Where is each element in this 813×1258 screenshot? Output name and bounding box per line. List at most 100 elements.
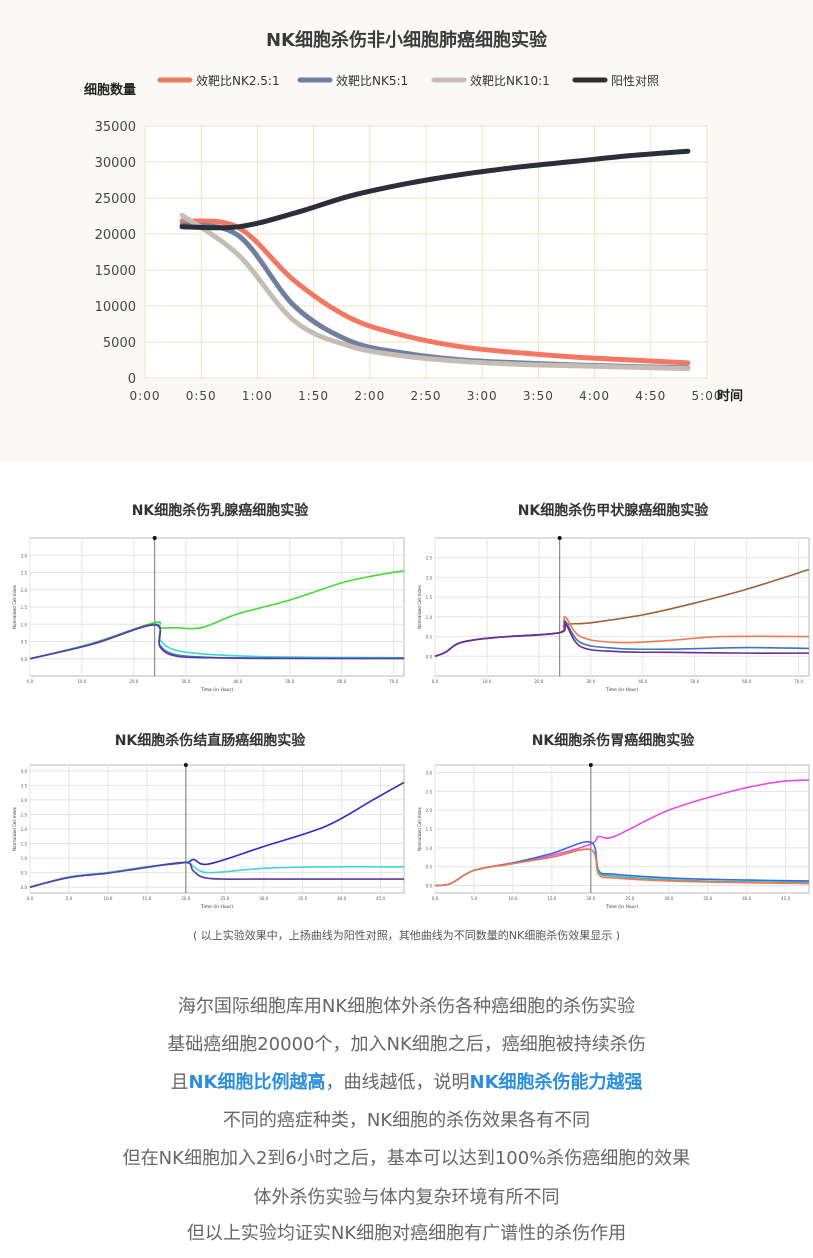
y-tick-label: 10000 (95, 300, 136, 315)
conclusion-paragraph: 体外杀伤实验与体内复杂环境有所不同 但以上实验均证实NK细胞对癌细胞有广谱性的杀… (0, 1180, 813, 1252)
desc-highlight-1: NK细胞比例越高 (188, 1072, 326, 1093)
y-tick-label: 0.5 (426, 865, 433, 870)
y-axis-label: 细胞数量 (84, 82, 136, 98)
y-tick-label: 2.0 (21, 827, 28, 832)
y-tick-label: 15000 (95, 264, 136, 279)
desc-line-3-c: ，曲线越低，说明 (325, 1072, 470, 1093)
x-tick-label: 50.0 (690, 679, 699, 684)
marker-dot (183, 763, 188, 767)
desc-highlight-2: NK细胞杀伤能力越强 (469, 1072, 643, 1093)
series-line (29, 861, 404, 888)
y-tick-label: 2.0 (426, 575, 433, 580)
x-tick-label: 4:00 (579, 389, 610, 403)
x-tick-label: 10.0 (103, 896, 112, 901)
colorectal-chart-title: NK细胞杀伤结直肠癌细胞实验 (114, 733, 306, 749)
series-line (179, 218, 691, 366)
desc-line-5: 但在NK细胞加入2到6小时之后，基本可以达到100%杀伤癌细胞的效果 (122, 1148, 691, 1169)
y-axis-label: Normalized Cell Index (417, 585, 422, 629)
x-tick-label: 30.0 (259, 896, 268, 901)
y-tick-label: 20000 (95, 228, 136, 243)
x-tick-label: 0.0 (432, 896, 439, 901)
x-tick-label: 35.0 (703, 896, 712, 901)
x-tick-label: 30.0 (181, 679, 190, 684)
x-tick-label: 20.0 (586, 896, 595, 901)
plot-area (434, 537, 810, 677)
y-tick-label: 0.5 (21, 871, 28, 876)
x-tick-label: 15.0 (547, 896, 556, 901)
description-paragraph: 海尔国际细胞库用NK细胞体外杀伤各种癌细胞的杀伤实验 基础癌细胞20000个，加… (0, 988, 813, 1178)
x-tick-label: 25.0 (220, 896, 229, 901)
x-axis-label: Time (in Hour) (200, 904, 234, 910)
y-tick-label: 3.5 (21, 783, 28, 788)
x-tick-label: 10.0 (77, 679, 86, 684)
x-tick-label: 30.0 (664, 896, 673, 901)
desc-line-2: 基础癌细胞20000个，加入NK细胞之后，癌细胞被持续杀伤 (167, 1034, 646, 1055)
x-tick-label: 40.0 (337, 896, 346, 901)
x-tick-label: 1:00 (242, 389, 273, 403)
thyroid-chart-title: NK细胞杀伤甲状腺癌细胞实验 (517, 503, 709, 519)
desc-line-7: 但以上实验均证实NK细胞对癌细胞有广谱性的杀伤作用 (186, 1223, 627, 1244)
main-chart-panel: NK细胞杀伤非小细胞肺癌细胞实验 0 5000 10000 15000 20000 250… (0, 0, 813, 462)
x-tick-label: 60.0 (337, 679, 346, 684)
desc-line-1: 海尔国际细胞库用NK细胞体外杀伤各种癌细胞的杀伤实验 (177, 996, 636, 1017)
y-tick-label: 1.5 (426, 827, 433, 832)
y-tick-label: 1.5 (21, 605, 28, 610)
marker-dot (588, 763, 593, 767)
x-tick-label: 2:50 (411, 389, 442, 403)
y-axis-label: Normalized Cell Index (12, 585, 17, 629)
x-tick-label: 5:00 (692, 389, 723, 403)
y-tick-label: 2.5 (21, 812, 28, 817)
x-tick-label: 40.0 (638, 679, 647, 684)
y-tick-label: 1.0 (21, 856, 28, 861)
x-tick-label: 10.0 (508, 896, 517, 901)
thyroid-chart: 0.0 0.5 1.0 1.5 2.0 2.5 0.0 10.0 20.0 30.0 40.0 50.… (417, 536, 810, 693)
x-tick-label: 70.0 (389, 679, 398, 684)
x-tick-label: 2:00 (354, 389, 385, 403)
y-tick-label: 2.0 (426, 808, 433, 813)
x-tick-label: 20.0 (534, 679, 543, 684)
gastric-chart: 0.0 0.5 1.0 1.5 2.0 2.5 3.0 0.0 5.0 10.0 15.0 20.0 2… (417, 763, 810, 910)
y-tick-label: 3.0 (21, 553, 28, 558)
x-tick-label: 5.0 (471, 896, 478, 901)
series-line (29, 624, 404, 660)
legend-label: 效靶比NK10:1 (470, 73, 550, 88)
desc-line-4: 不同的癌症种类，NK细胞的杀伤效果各有不同 (222, 1110, 591, 1131)
series-line (179, 148, 691, 231)
x-tick-label: 20.0 (129, 679, 138, 684)
x-tick-label: 70.0 (794, 679, 803, 684)
x-axis-label: Time (in Hour) (200, 687, 234, 693)
series-line (434, 621, 810, 658)
x-tick-label: 3:50 (523, 389, 554, 403)
x-tick-label: 20.0 (181, 896, 190, 901)
x-tick-label: 1:50 (298, 389, 329, 403)
x-tick-label: 45.0 (781, 896, 790, 901)
x-tick-label: 0.0 (27, 896, 34, 901)
y-tick-label: 0.0 (426, 883, 433, 888)
x-tick-label: 3:00 (467, 389, 498, 403)
x-tick-label: 10.0 (482, 679, 491, 684)
main-chart-title: NK细胞杀伤非小细胞肺癌细胞实验 (265, 30, 547, 51)
y-tick-label: 4.0 (21, 769, 28, 774)
y-tick-label: 25000 (95, 192, 136, 207)
x-axis-label: Time (in Hour) (605, 904, 639, 910)
y-tick-label: 0 (128, 372, 136, 387)
x-tick-label: 15.0 (142, 896, 151, 901)
marker-dot (152, 536, 157, 540)
y-tick-label: 2.0 (21, 588, 28, 593)
x-tick-label: 4:50 (635, 389, 666, 403)
colorectal-chart: 0.0 0.5 1.0 1.5 2.0 2.5 3.0 3.5 4.0 0.0 5.0 10.0 15.… (12, 763, 405, 910)
desc-line-3-a: 且 (170, 1072, 189, 1093)
x-tick-label: 30.0 (586, 679, 595, 684)
y-tick-label: 1.0 (21, 622, 28, 627)
x-axis-label: Time (in Hour) (605, 687, 639, 693)
x-tick-label: 0:00 (130, 389, 161, 403)
x-axis-label: 时间 (717, 388, 743, 404)
x-tick-label: 35.0 (298, 896, 307, 901)
x-tick-label: 60.0 (742, 679, 751, 684)
x-tick-label: 25.0 (625, 896, 634, 901)
y-axis-label: Normalized Cell Index (417, 807, 422, 851)
breast-chart-title: NK细胞杀伤乳腺癌细胞实验 (131, 503, 309, 519)
y-tick-label: 1.0 (426, 615, 433, 620)
x-tick-label: 0.0 (27, 679, 34, 684)
y-axis-label: Normalized Cell Index (12, 807, 17, 851)
